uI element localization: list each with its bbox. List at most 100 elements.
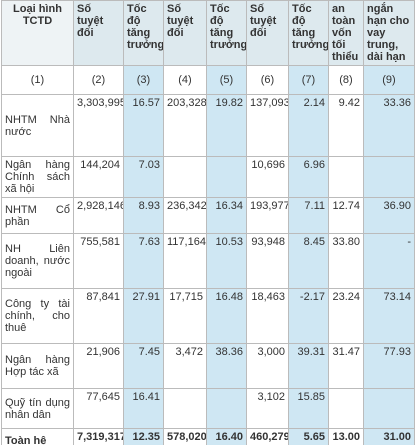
header-cell: Số tuyệt đối <box>163 0 207 66</box>
value-cell: 16.57 <box>123 94 164 157</box>
value-cell: 144,204 <box>73 156 124 198</box>
value-cell: 16.41 <box>123 388 164 429</box>
value-cell: 31.47 <box>328 343 364 389</box>
value-cell <box>163 156 207 198</box>
value-cell: 31.00 <box>363 428 415 445</box>
numbering-cell: (9) <box>363 65 415 95</box>
value-cell: 18,463 <box>246 288 289 344</box>
numbering-cell: (2) <box>73 65 124 95</box>
value-cell: 2.14 <box>288 94 329 157</box>
header-cell: Số tuyệt đối <box>246 0 289 66</box>
value-cell: 7,319,317 <box>73 428 124 445</box>
value-cell: 33.80 <box>328 233 364 289</box>
value-cell: 16.40 <box>206 428 247 445</box>
row-label: Công ty tài chính, cho thuê <box>1 288 74 344</box>
data-row: Ngân hàng Hợp tác xã 21,906 7.45 3,472 38.36… <box>1 343 415 389</box>
value-cell: 3,000 <box>246 343 289 389</box>
row-label: Ngân hàng Hợp tác xã <box>1 343 74 389</box>
value-cell: 15.85 <box>288 388 329 429</box>
value-cell: - <box>363 233 415 289</box>
value-cell <box>363 388 415 429</box>
numbering-row: (1) (2) (3) (4) (5) (6) (7) (8) (9) <box>1 65 415 95</box>
value-cell: 36.90 <box>363 197 415 234</box>
value-cell: 7.45 <box>123 343 164 389</box>
value-cell <box>328 156 364 198</box>
value-cell: 10.53 <box>206 233 247 289</box>
value-cell: 578,020 <box>163 428 207 445</box>
data-row: Quỹ tín dụng nhân dân 77,645 16.41 3,102 15.… <box>1 388 415 429</box>
value-cell: 16.34 <box>206 197 247 234</box>
header-cell: Tốc độ tăng trưởng <box>206 0 247 66</box>
row-label: Quỹ tín dụng nhân dân <box>1 388 74 429</box>
data-row: Ngân hàng Chính sách xã hội 144,204 7.03 10… <box>1 156 415 198</box>
value-cell: 87,841 <box>73 288 124 344</box>
value-cell: 93,948 <box>246 233 289 289</box>
value-cell: 3,303,995 <box>73 94 124 157</box>
value-cell: 17,715 <box>163 288 207 344</box>
header-cell: Loại hình TCTD <box>1 0 74 66</box>
numbering-cell: (7) <box>288 65 329 95</box>
row-label: NHTM Nhà nước <box>1 94 74 157</box>
row-label: Ngân hàng Chính sách xã hội <box>1 156 74 198</box>
value-cell: 33.36 <box>363 94 415 157</box>
value-cell: 117,164 <box>163 233 207 289</box>
value-cell: 77,645 <box>73 388 124 429</box>
value-cell: 3,102 <box>246 388 289 429</box>
value-cell: 8.93 <box>123 197 164 234</box>
numbering-cell: (4) <box>163 65 207 95</box>
value-cell: 8.45 <box>288 233 329 289</box>
value-cell: 460,279 <box>246 428 289 445</box>
header-cell: Tốc độ tăng trưởng <box>123 0 164 66</box>
data-row: NHTM Nhà nước 3,303,995 16.57 203,328 19.82 1… <box>1 94 415 157</box>
value-cell: -2.17 <box>288 288 329 344</box>
value-cell: 7.63 <box>123 233 164 289</box>
header-cell: Số tuyệt đối <box>73 0 124 66</box>
value-cell: 38.36 <box>206 343 247 389</box>
value-cell: 16.48 <box>206 288 247 344</box>
numbering-cell: (8) <box>328 65 364 95</box>
row-label: NH Liên doanh, nước ngoài <box>1 233 74 289</box>
data-row: Công ty tài chính, cho thuê 87,841 27.91 17… <box>1 288 415 344</box>
value-cell <box>163 388 207 429</box>
value-cell: 9.42 <box>328 94 364 157</box>
value-cell <box>206 156 247 198</box>
value-cell: 12.74 <box>328 197 364 234</box>
value-cell: 19.82 <box>206 94 247 157</box>
header-cell: an toàn vốn tối thiểu <box>328 0 364 66</box>
numbering-cell: (5) <box>206 65 247 95</box>
data-row: NHTM Cổ phần 2,928,146 8.93 236,342 16.34 193… <box>1 197 415 234</box>
value-cell: 27.91 <box>123 288 164 344</box>
row-label: Toàn hệ <box>1 428 74 445</box>
value-cell: 39.31 <box>288 343 329 389</box>
value-cell: 23.24 <box>328 288 364 344</box>
value-cell <box>328 388 364 429</box>
value-cell: 77.93 <box>363 343 415 389</box>
value-cell <box>206 388 247 429</box>
value-cell: 12.35 <box>123 428 164 445</box>
numbering-cell: (6) <box>246 65 289 95</box>
header-row: Loại hình TCTD Số tuyệt đối Tốc độ tăng tr… <box>1 0 415 66</box>
value-cell: 21,906 <box>73 343 124 389</box>
data-row: NH Liên doanh, nước ngoài 755,581 7.63 117,… <box>1 233 415 289</box>
numbering-cell: (3) <box>123 65 164 95</box>
value-cell: 5.65 <box>288 428 329 445</box>
value-cell: 203,328 <box>163 94 207 157</box>
value-cell: 7.03 <box>123 156 164 198</box>
value-cell: 10,696 <box>246 156 289 198</box>
value-cell: 7.11 <box>288 197 329 234</box>
header-cell: Tốc độ tăng trưởng <box>288 0 329 66</box>
value-cell: 137,093 <box>246 94 289 157</box>
value-cell: 193,977 <box>246 197 289 234</box>
value-cell: 13.00 <box>328 428 364 445</box>
value-cell: 755,581 <box>73 233 124 289</box>
value-cell: 6.96 <box>288 156 329 198</box>
row-label: NHTM Cổ phần <box>1 197 74 234</box>
value-cell: 236,342 <box>163 197 207 234</box>
numbering-cell: (1) <box>1 65 74 95</box>
header-cell: ngắn hạn cho vay trung, dài hạn <box>363 0 415 66</box>
value-cell: 3,472 <box>163 343 207 389</box>
value-cell: 2,928,146 <box>73 197 124 234</box>
data-row: Toàn hệ 7,319,317 12.35 578,020 16.40 460,279… <box>1 428 415 445</box>
